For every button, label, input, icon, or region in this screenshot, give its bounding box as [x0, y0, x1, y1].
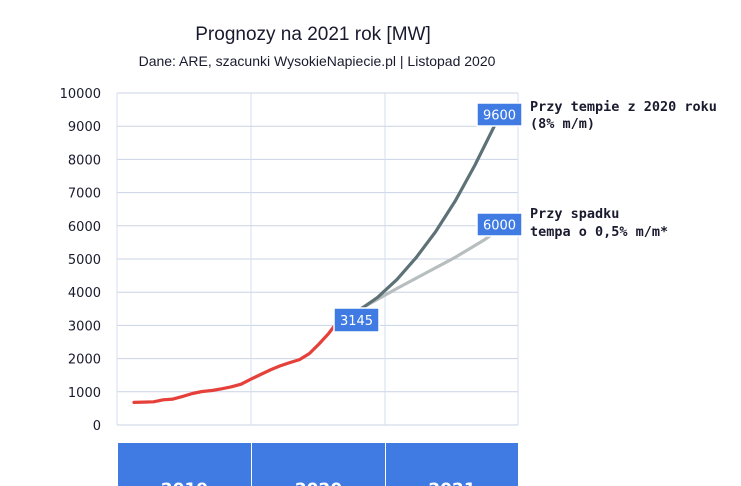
badge-9600-box: [476, 102, 523, 127]
high-forecast-label-1: Przy tempie z 2020 roku: [530, 99, 717, 115]
y-tick-label: 4000: [68, 286, 101, 301]
y-tick-label: 2000: [68, 353, 101, 368]
badge-6000: 6000: [476, 212, 523, 237]
badge-9600-text: 9600: [483, 109, 516, 124]
chart-title: Prognozy na 2021 rok [MW]: [195, 24, 431, 45]
x-band-cell-2020: [252, 443, 385, 486]
x-tick-label: 2019: [161, 480, 208, 486]
x-tick-label: 2020: [295, 480, 342, 486]
grid: [116, 92, 519, 426]
low-forecast-label-1: Przy spadku: [530, 206, 619, 222]
badge-3145-text: 3145: [340, 314, 373, 329]
series: [132, 104, 506, 404]
high-forecast-label-2: (8% m/m): [530, 116, 595, 132]
x-tick-label: 2021: [428, 480, 475, 486]
badge-6000-box: [476, 212, 523, 237]
y-tick-label: 5000: [68, 253, 101, 268]
y-tick-label: 3000: [68, 319, 101, 334]
y-axis-ticks: 0 1000 2000 3000 4000 5000 6000 7000 8000 9000 100…: [60, 87, 101, 434]
series-line-0: [132, 319, 341, 404]
y-tick-label: 1000: [68, 386, 101, 401]
badge-3145-box: [333, 307, 380, 333]
chart-subtitle: Dane: ARE, szacunki WysokieNapiecie.pl |…: [139, 53, 496, 69]
y-tick-label: 10000: [60, 87, 101, 102]
x-band-cell-2019: [118, 443, 251, 486]
badge-3145: 3145: [333, 307, 380, 333]
y-tick-label: 0: [93, 419, 101, 434]
y-tick-label: 7000: [68, 187, 101, 202]
y-tick-label: 6000: [68, 220, 101, 235]
y-tick-label: 9000: [68, 120, 101, 135]
x-axis-band: 2019 2020 2021: [118, 443, 518, 486]
y-tick-label: 8000: [68, 153, 101, 168]
badge-9600: 9600: [476, 102, 523, 127]
series-line-1: [336, 104, 506, 323]
x-band-cell-2021: [386, 443, 518, 486]
badge-6000-text: 6000: [483, 219, 516, 234]
low-forecast-label-2: tempa o 0,5% m/m*: [530, 224, 668, 240]
